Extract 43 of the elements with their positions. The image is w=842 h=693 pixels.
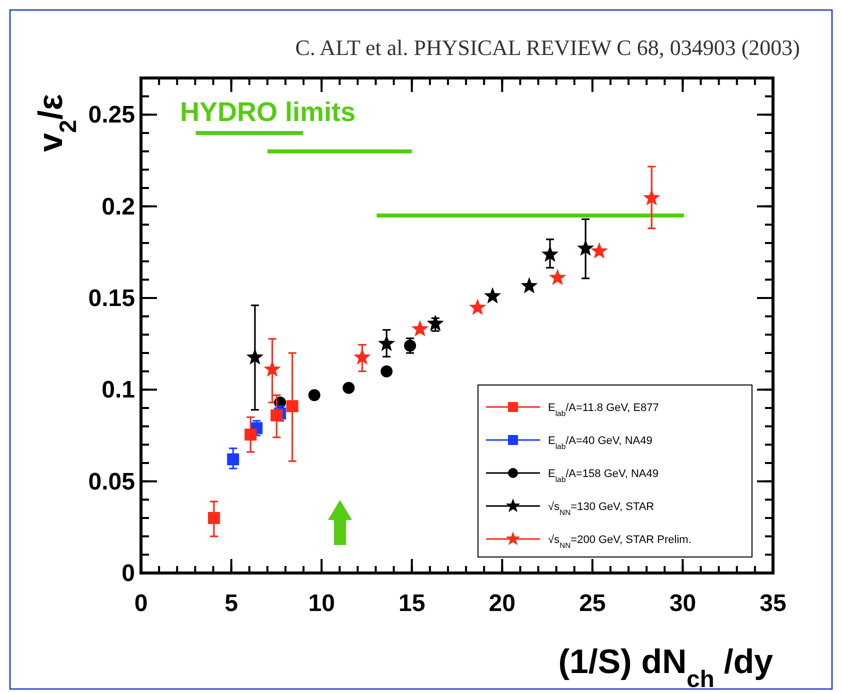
point [484,287,502,304]
point [378,334,396,352]
legend-label: √s$_{NN}$=130 GeV, STAR [548,501,654,516]
x-tick-label: 10 [308,590,335,617]
y-tick-label: 0.25 [88,102,135,129]
point [286,400,298,412]
point [246,348,264,365]
annotation: HYDRO limits [180,97,356,127]
point [354,348,371,365]
y-tick-label: 0.2 [102,193,135,220]
y-tick-label: 0 [122,560,135,587]
point [549,268,566,286]
y-tick-label: 0.05 [88,468,135,496]
point [264,360,281,377]
legend-label: E$_{lab}$/A=40 GeV, NA49 [548,435,652,450]
point [643,189,660,206]
legend-label: E$_{lab}$/A=11.8 GeV, E877 [548,402,659,418]
point [308,389,320,402]
x-tick-label: 25 [579,590,606,617]
x-tick-label: 35 [760,590,786,617]
x-tick-label: 20 [488,590,516,617]
point [469,298,486,315]
point [590,242,608,259]
point [342,382,355,394]
point [577,240,594,256]
y-tick-label: 0.15 [88,285,135,312]
legend-label: E$_{lab}$/A=158 GeV, NA49 [548,468,658,484]
chart-title: C. ALT et al. PHYSICAL REVIEW C 68, 034903 (2003) [295,35,800,60]
point [426,314,444,331]
point [208,512,220,524]
point [227,453,240,466]
y-tick-label: 0.1 [102,376,135,404]
point [270,409,283,422]
legend-label: √s$_{NN}$=200 GeV, STAR Prelim. [548,534,692,550]
x-tick-label: 5 [224,590,238,617]
x-tick-label: 15 [398,590,426,617]
point [380,365,393,378]
x-tick-label: 30 [669,590,696,617]
point [520,277,538,294]
x-axis-title: (1/S) dN$_{ch}$ /dy [558,643,774,692]
point [244,428,257,441]
point [541,246,559,262]
point [411,320,429,336]
